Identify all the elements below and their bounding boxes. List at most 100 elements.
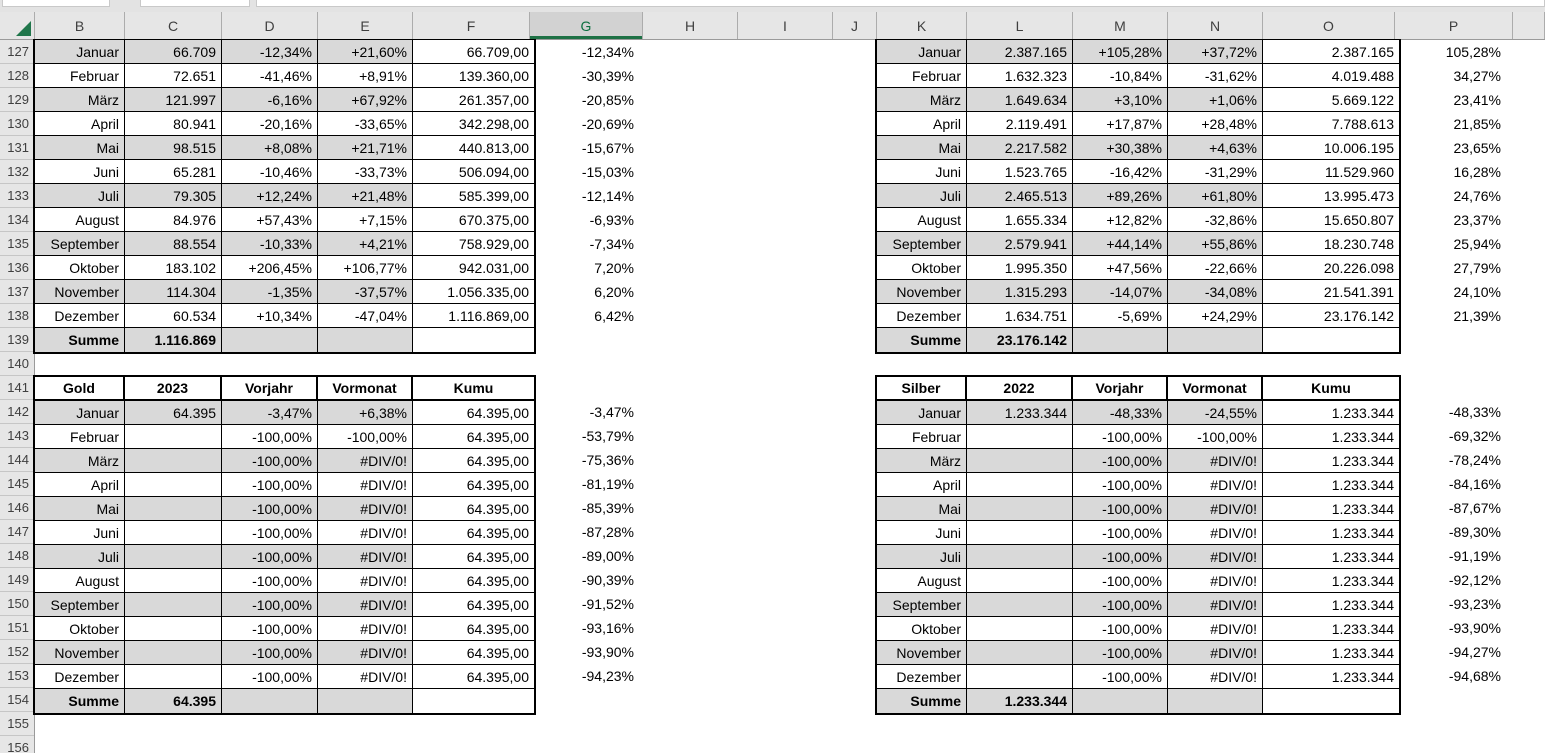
cell-vorjahr[interactable]: -100,00%: [1073, 449, 1168, 473]
cell-vorjahr[interactable]: +12,82%: [1073, 208, 1168, 232]
cell-vorjahr[interactable]: -5,69%: [1073, 304, 1168, 328]
cell-value[interactable]: 1.649.634: [967, 88, 1073, 112]
cell-vorjahr[interactable]: -100,00%: [1073, 593, 1168, 617]
cell-vormonat[interactable]: -100,00%: [1168, 425, 1263, 449]
cell-value[interactable]: [967, 545, 1073, 569]
cell-vorjahr[interactable]: -100,00%: [222, 665, 318, 689]
cell-kumu-percent[interactable]: 23,41%: [1453, 92, 1501, 108]
cell-empty[interactable]: [1073, 328, 1168, 352]
cell-vorjahr[interactable]: -3,47%: [222, 401, 318, 425]
cell-month[interactable]: Oktober: [35, 617, 125, 641]
cell-vorjahr[interactable]: -100,00%: [222, 545, 318, 569]
cell-kumu[interactable]: 1.233.344: [1263, 521, 1399, 545]
cell-value[interactable]: 66.709: [125, 40, 222, 64]
column-header-P[interactable]: P: [1395, 12, 1513, 39]
cell-vormonat[interactable]: -24,55%: [1168, 401, 1263, 425]
cell-vormonat[interactable]: #DIV/0!: [318, 521, 413, 545]
row-header-133[interactable]: 133: [0, 184, 34, 208]
cell-month[interactable]: April: [877, 112, 967, 136]
cell-empty[interactable]: [318, 689, 413, 713]
cell-kumu-percent[interactable]: -92,12%: [1448, 572, 1501, 588]
cell-vormonat[interactable]: #DIV/0!: [318, 473, 413, 497]
cell-kumu[interactable]: 64.395,00: [413, 545, 534, 569]
cell-value[interactable]: 1.315.293: [967, 280, 1073, 304]
cell-vormonat[interactable]: +37,72%: [1168, 40, 1263, 64]
cell-kumu-percent[interactable]: -15,03%: [581, 164, 634, 180]
column-header-O[interactable]: O: [1263, 12, 1395, 39]
cell-kumu[interactable]: 342.298,00: [413, 112, 534, 136]
cell-vormonat[interactable]: +7,15%: [318, 208, 413, 232]
cell-month[interactable]: Juni: [35, 160, 125, 184]
cell-vormonat[interactable]: #DIV/0!: [1168, 521, 1263, 545]
cell-month[interactable]: August: [877, 569, 967, 593]
cell-vormonat[interactable]: #DIV/0!: [318, 641, 413, 665]
cell-kumu[interactable]: 506.094,00: [413, 160, 534, 184]
cell-vorjahr[interactable]: -1,35%: [222, 280, 318, 304]
header-cell-vormonat_label[interactable]: Vormonat: [318, 377, 413, 401]
column-header-I[interactable]: I: [738, 12, 833, 39]
cell-vorjahr[interactable]: +17,87%: [1073, 112, 1168, 136]
cell-month[interactable]: Juli: [35, 545, 125, 569]
summe-label[interactable]: Summe: [877, 689, 967, 713]
cell-kumu[interactable]: 942.031,00: [413, 256, 534, 280]
cell-vormonat[interactable]: #DIV/0!: [1168, 545, 1263, 569]
cell-kumu[interactable]: 1.233.344: [1263, 545, 1399, 569]
cell-value[interactable]: 1.634.751: [967, 304, 1073, 328]
cell-kumu[interactable]: 66.709,00: [413, 40, 534, 64]
cell-month[interactable]: April: [877, 473, 967, 497]
column-header-B[interactable]: B: [35, 12, 125, 39]
header-cell-kumu_label[interactable]: Kumu: [413, 377, 534, 401]
cell-value[interactable]: [125, 665, 222, 689]
cell-month[interactable]: Januar: [35, 40, 125, 64]
cell-vormonat[interactable]: #DIV/0!: [1168, 665, 1263, 689]
cell-month[interactable]: September: [35, 232, 125, 256]
cell-kumu-percent[interactable]: -20,69%: [581, 116, 634, 132]
cell-kumu[interactable]: 18.230.748: [1263, 232, 1399, 256]
cell-kumu[interactable]: 23.176.142: [1263, 304, 1399, 328]
cell-vorjahr[interactable]: -100,00%: [1073, 545, 1168, 569]
row-header-149[interactable]: 149: [0, 568, 34, 592]
cell-month[interactable]: Januar: [877, 40, 967, 64]
cell-vorjahr[interactable]: -10,84%: [1073, 64, 1168, 88]
cell-vorjahr[interactable]: +8,08%: [222, 136, 318, 160]
cell-kumu-percent[interactable]: -93,23%: [1448, 596, 1501, 612]
cell-vorjahr[interactable]: -100,00%: [1073, 617, 1168, 641]
cell-vormonat[interactable]: +67,92%: [318, 88, 413, 112]
cell-kumu-percent[interactable]: -75,36%: [581, 452, 634, 468]
cell-kumu[interactable]: 11.529.960: [1263, 160, 1399, 184]
cell-value[interactable]: [967, 617, 1073, 641]
cell-value[interactable]: 79.305: [125, 184, 222, 208]
column-header-H[interactable]: H: [643, 12, 738, 39]
header-cell-title[interactable]: Gold: [35, 377, 125, 401]
cell-value[interactable]: [125, 497, 222, 521]
row-header-130[interactable]: 130: [0, 112, 34, 136]
cell-kumu-percent[interactable]: -30,39%: [581, 68, 634, 84]
cell-value[interactable]: [125, 545, 222, 569]
header-cell-title[interactable]: Silber: [877, 377, 967, 401]
cell-vormonat[interactable]: +61,80%: [1168, 184, 1263, 208]
cell-vormonat[interactable]: #DIV/0!: [318, 665, 413, 689]
cell-value[interactable]: [125, 425, 222, 449]
cell-month[interactable]: März: [35, 88, 125, 112]
column-header-E[interactable]: E: [318, 12, 413, 39]
cell-kumu[interactable]: 139.360,00: [413, 64, 534, 88]
row-header-153[interactable]: 153: [0, 664, 34, 688]
cell-kumu[interactable]: 64.395,00: [413, 425, 534, 449]
row-header-150[interactable]: 150: [0, 592, 34, 616]
cell-month[interactable]: Juli: [877, 184, 967, 208]
cell-value[interactable]: 72.651: [125, 64, 222, 88]
cell-empty[interactable]: [413, 689, 534, 713]
cell-vormonat[interactable]: -100,00%: [318, 425, 413, 449]
cell-value[interactable]: [967, 569, 1073, 593]
cell-vorjahr[interactable]: -100,00%: [1073, 569, 1168, 593]
cell-vorjahr[interactable]: -100,00%: [222, 569, 318, 593]
cell-kumu[interactable]: 1.233.344: [1263, 617, 1399, 641]
column-header-G[interactable]: G: [530, 12, 643, 39]
cell-kumu[interactable]: 1.056.335,00: [413, 280, 534, 304]
cell-kumu[interactable]: 20.226.098: [1263, 256, 1399, 280]
cell-month[interactable]: Juli: [877, 545, 967, 569]
cell-vorjahr[interactable]: -20,16%: [222, 112, 318, 136]
cell-kumu[interactable]: 13.995.473: [1263, 184, 1399, 208]
cell-vormonat[interactable]: -37,57%: [318, 280, 413, 304]
cell-vormonat[interactable]: +28,48%: [1168, 112, 1263, 136]
